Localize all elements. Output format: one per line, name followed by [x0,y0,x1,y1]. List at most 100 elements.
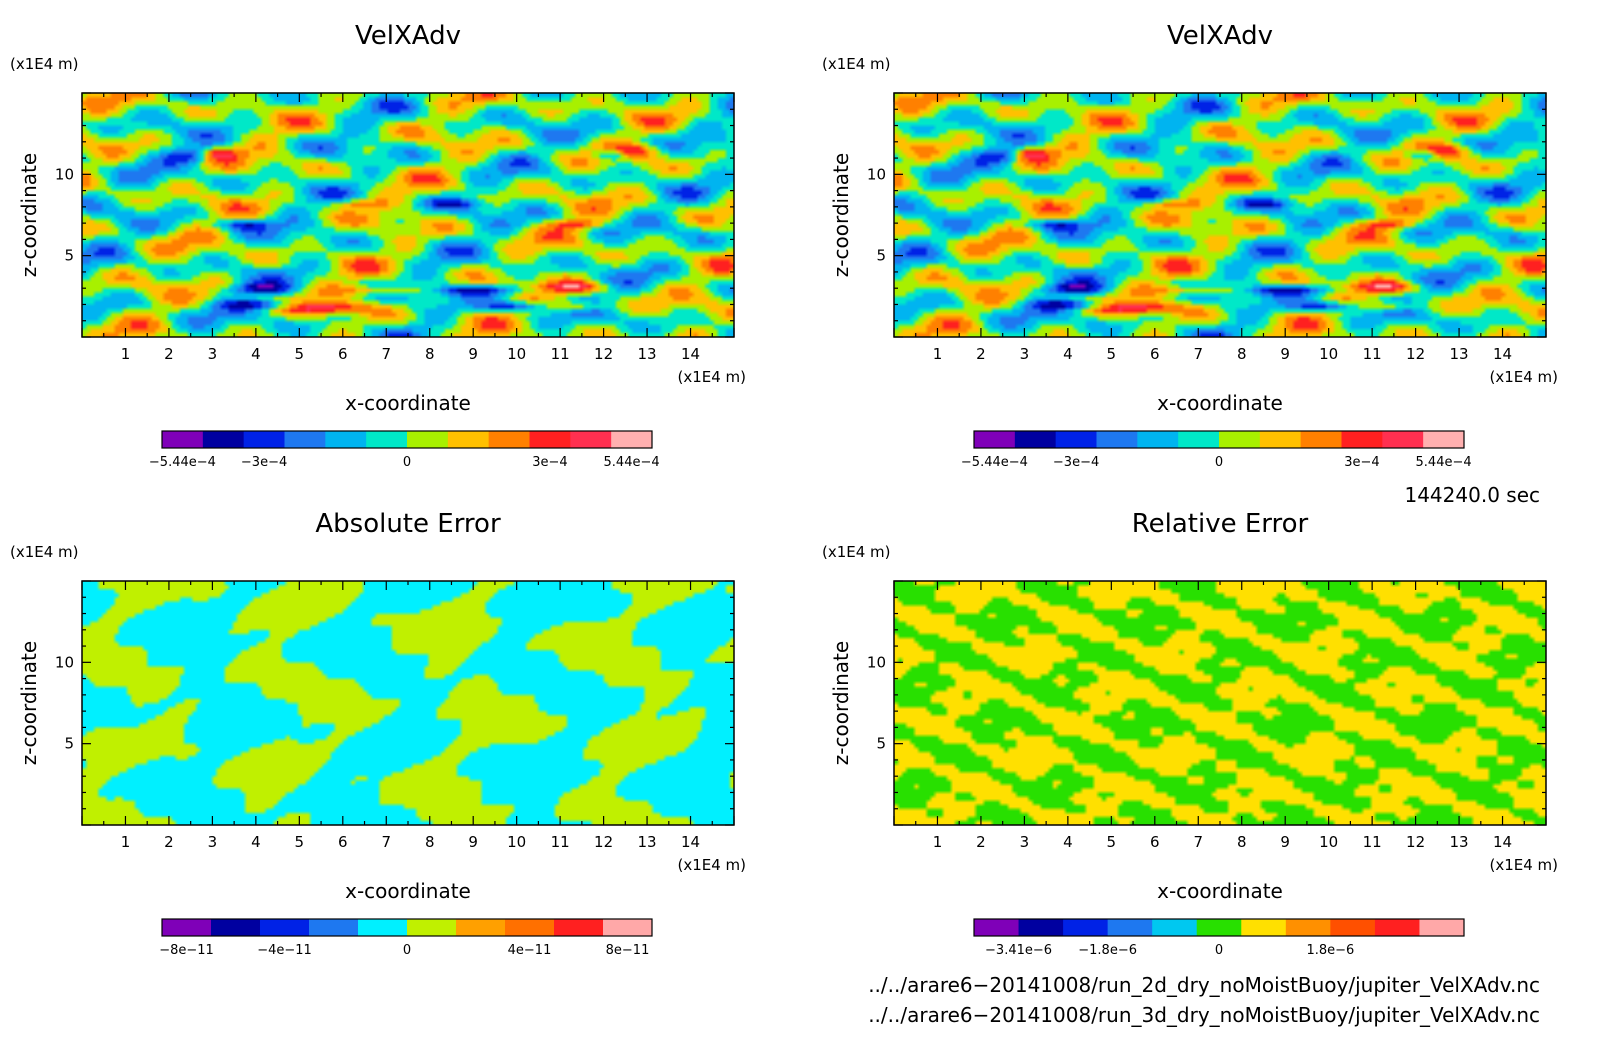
x-tick-label: 8 [425,345,435,363]
x-tick-label: 10 [507,345,526,363]
y-tick-label: 5 [64,247,74,265]
colorbar-swatch [1259,431,1302,448]
y-tick-label: 5 [876,247,886,265]
y-tick-label: 10 [55,653,74,671]
colorbar-swatch [1241,919,1287,936]
x-tick-label: 12 [1406,833,1425,851]
x-axis-label: x-coordinate [345,391,471,415]
colorbar-swatch [974,431,1016,448]
y-tick-label: 10 [55,165,74,183]
y-unit-label: (x1E4 m) [10,543,79,561]
x-tick-label: 11 [551,833,570,851]
x-tick-label: 4 [1063,833,1073,851]
x-tick-label: 2 [164,833,174,851]
x-tick-label: 14 [681,345,700,363]
x-tick-label: 1 [121,833,131,851]
colorbar-tick-label: 0 [1215,455,1223,470]
x-tick-label: 1 [933,345,943,363]
y-unit-label: (x1E4 m) [10,55,79,73]
panel-title: VelXAdv [1167,21,1273,51]
colorbar-tick-label: 3e−4 [1344,455,1379,470]
colorbar-swatch [456,919,506,936]
y-tick-label: 10 [867,653,886,671]
colorbar-swatch [1300,431,1342,448]
x-axis-label: x-coordinate [1157,391,1283,415]
x-tick-label: 6 [338,345,348,363]
panel-4: Relative Error(x1E4 m)1 2 3 4 5 6 7 8 9 10 11 12 13 1… [822,509,1558,958]
x-tick-label: 4 [1063,345,1073,363]
x-tick-label: 5 [1107,345,1117,363]
colorbar-swatch [1374,919,1420,936]
colorbar-swatch [603,919,653,936]
colorbar-swatch [358,919,408,936]
x-tick-label: 7 [1193,345,1203,363]
x-tick-label: 6 [1150,345,1160,363]
x-tick-label: 14 [681,833,700,851]
colorbar-swatch [211,919,261,936]
colorbar: −3.41e−6 −1.8e−6 0 1.8e−6 [973,918,1465,958]
colorbar-swatch [1055,431,1097,448]
x-tick-label: 6 [338,833,348,851]
colorbar-swatch [529,431,571,448]
x-tick-label: 10 [507,833,526,851]
panel-title: Absolute Error [315,509,501,539]
colorbar-tick-label: 1.8e−6 [1306,943,1354,958]
colorbar-swatch [1137,431,1179,448]
x-tick-label: 3 [1020,833,1030,851]
x-tick-label: 11 [551,345,570,363]
y-axis-label: z-coordinate [17,153,41,277]
y-tick-label: 10 [867,165,886,183]
x-tick-label: 12 [594,833,613,851]
colorbar-tick-label: 8e−11 [606,943,650,958]
x-tick-label: 1 [933,833,943,851]
x-tick-label: 9 [468,833,478,851]
colorbar-swatch [1152,919,1198,936]
colorbar-frame [161,430,653,449]
x-tick-label: 3 [208,345,218,363]
colorbar-swatch [1096,431,1138,448]
x-unit-label: (x1E4 m) [677,856,746,874]
panel-title: Relative Error [1132,509,1309,539]
y-axis-label: z-coordinate [829,641,853,765]
x-tick-label: 4 [251,345,261,363]
colorbar-tick-label: −3e−4 [1053,455,1099,470]
colorbar-swatch [1419,919,1465,936]
colorbar: −5.44e−4 −3e−4 0 3e−4 5.44e−4 [149,430,660,470]
x-tick-label: 11 [1363,833,1382,851]
colorbar-swatch [202,431,245,448]
panel-title: VelXAdv [355,21,461,51]
colorbar-swatch [1063,919,1109,936]
colorbar-swatch [570,431,612,448]
colorbar-frame [973,430,1465,449]
x-tick-label: 10 [1319,345,1338,363]
y-axis-label: z-coordinate [829,153,853,277]
colorbar-swatch [325,431,367,448]
x-unit-label: (x1E4 m) [1489,368,1558,386]
x-tick-label: 9 [1280,345,1290,363]
colorbar: −8e−11 −4e−11 0 4e−11 8e−11 [159,918,653,958]
colorbar-swatch [1219,431,1261,448]
field-image [894,581,1546,825]
colorbar-swatch [1382,431,1424,448]
colorbar-swatch [1423,431,1465,448]
colorbar-swatch [1107,919,1153,936]
x-unit-label: (x1E4 m) [677,368,746,386]
x-tick-label: 3 [208,833,218,851]
colorbar-frame [161,918,653,937]
colorbar-swatch [1018,919,1064,936]
colorbar-tick-label: 5.44e−4 [1416,455,1472,470]
colorbar-tick-label: 5.44e−4 [604,455,660,470]
colorbar-swatch [1330,919,1376,936]
x-tick-label: 14 [1493,833,1512,851]
y-axis-label: z-coordinate [17,641,41,765]
x-tick-label: 3 [1020,345,1030,363]
x-axis-label: x-coordinate [1157,879,1283,903]
colorbar-swatch [447,431,490,448]
x-tick-label: 13 [1450,345,1469,363]
x-tick-label: 2 [164,345,174,363]
colorbar-swatch [366,431,408,448]
colorbar-frame [973,918,1465,937]
colorbar-swatch [1178,431,1220,448]
x-tick-label: 8 [425,833,435,851]
